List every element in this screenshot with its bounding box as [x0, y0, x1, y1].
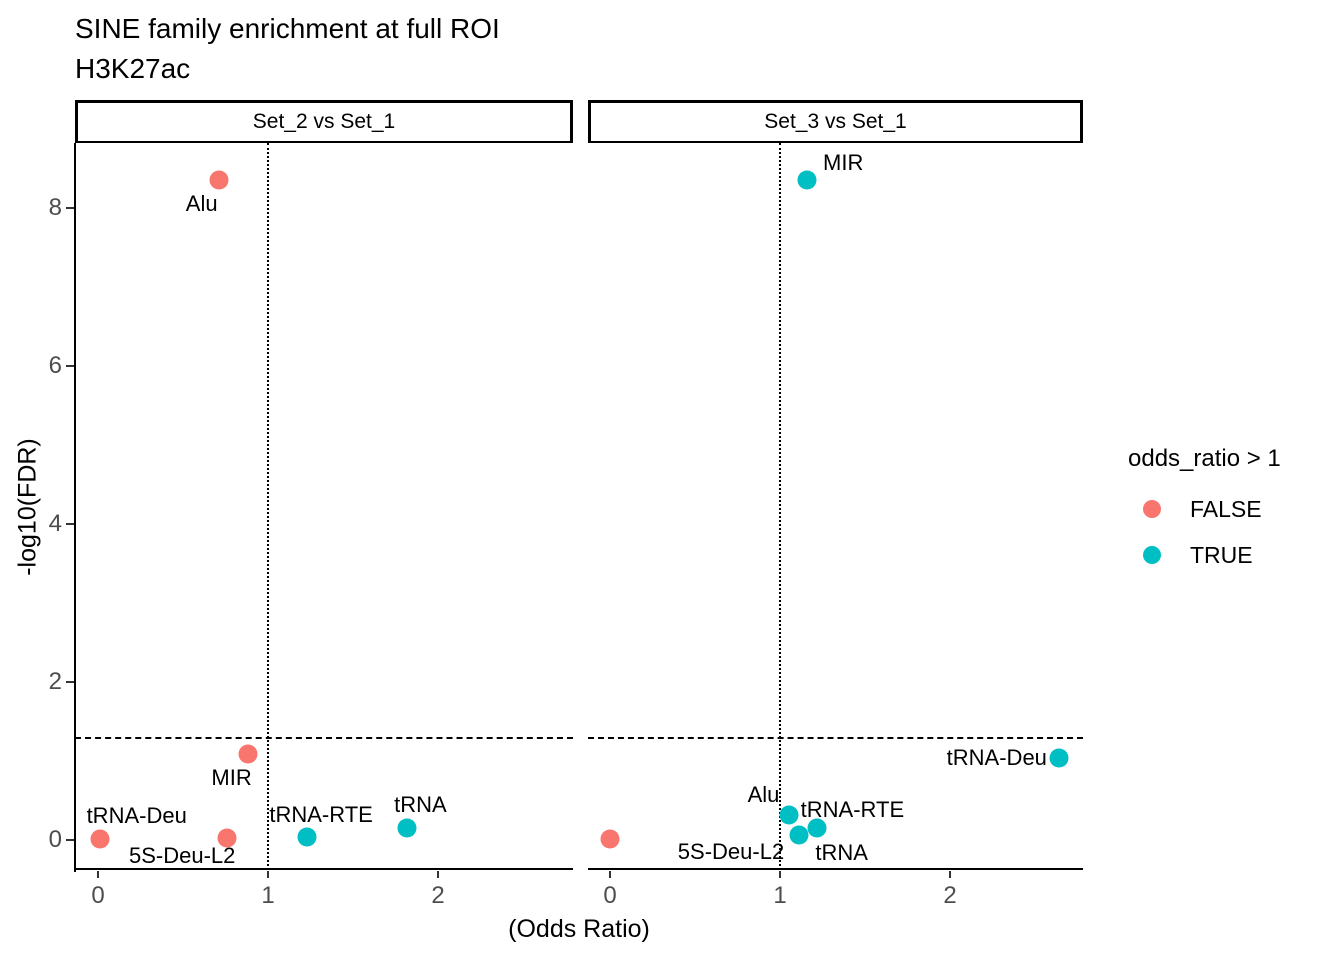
point-label: 5S-Deu-L2	[677, 839, 785, 865]
facet-strip-left-label: Set_2 vs Set_1	[252, 110, 396, 133]
point-label: tRNA	[815, 840, 868, 866]
data-point	[1049, 748, 1069, 768]
legend-label: FALSE	[1190, 495, 1262, 522]
x-tick	[267, 871, 269, 878]
data-point	[209, 170, 229, 190]
x-tick	[97, 871, 99, 878]
y-tick	[66, 839, 74, 841]
y-tick	[66, 365, 74, 367]
point-label: MIR	[823, 150, 864, 176]
facet-panel-right: MIR tRNA-Deu Alu tRNA-RTE tRNA 5S-Deu-L2	[588, 143, 1083, 870]
y-tick-label: 8	[48, 194, 62, 221]
chart-subtitle: H3K27ac	[75, 53, 191, 84]
data-point	[217, 828, 237, 848]
chart-title: SINE family enrichment at full ROI	[75, 13, 500, 44]
x-tick	[949, 871, 951, 878]
point-label: tRNA	[394, 792, 447, 818]
point-label: tRNA-Deu	[946, 744, 1047, 770]
data-point	[789, 825, 809, 845]
legend-label: TRUE	[1190, 541, 1253, 568]
facet-panel-left: Alu MIR tRNA-Deu 5S-Deu-L2 tRNA-RTE tRNA	[75, 143, 573, 870]
x-tick-label: 1	[773, 882, 787, 909]
point-label: MIR	[211, 764, 252, 790]
legend-swatch-true-icon	[1143, 546, 1161, 564]
x-axis-title: (Odds Ratio)	[508, 915, 650, 943]
point-label: Alu	[185, 191, 218, 217]
y-axis-line	[74, 143, 76, 872]
data-point	[238, 744, 258, 764]
y-tick-label: 0	[48, 826, 62, 853]
x-tick-label: 1	[261, 882, 275, 909]
x-axis-line-left	[75, 868, 573, 870]
x-tick	[779, 871, 781, 878]
data-point	[297, 827, 317, 847]
threshold-line-horizontal	[75, 737, 573, 740]
point-label: 5S-Deu-L2	[128, 842, 236, 868]
legend-item: TRUE	[1143, 541, 1253, 569]
y-tick-label: 4	[48, 510, 62, 537]
point-label: tRNA-RTE	[800, 797, 905, 823]
y-tick	[66, 523, 74, 525]
y-tick-label: 2	[48, 668, 62, 695]
y-axis-title: -log10(FDR)	[13, 438, 42, 576]
y-tick-label: 6	[48, 352, 62, 379]
facet-strip-right: Set_3 vs Set_1	[588, 100, 1083, 144]
data-point	[90, 829, 110, 849]
reference-line-vertical	[779, 143, 781, 870]
y-tick	[66, 207, 74, 209]
x-tick-label: 2	[431, 882, 445, 909]
data-point	[397, 818, 417, 838]
facet-strip-right-label: Set_3 vs Set_1	[764, 110, 907, 133]
data-point	[807, 818, 827, 838]
data-point	[779, 805, 798, 825]
facet-strip-left: Set_2 vs Set_1	[75, 100, 573, 144]
point-label: Alu	[747, 781, 780, 807]
x-axis-line-right	[588, 868, 1083, 870]
threshold-line-horizontal	[588, 737, 1083, 740]
x-tick-label: 0	[91, 882, 105, 909]
data-point	[600, 829, 620, 849]
x-tick	[437, 871, 439, 878]
legend-swatch-false-icon	[1143, 500, 1161, 518]
reference-line-vertical	[267, 143, 269, 870]
y-tick	[66, 681, 74, 683]
point-label: tRNA-RTE	[269, 801, 373, 827]
x-tick-label: 0	[603, 882, 617, 909]
x-tick	[609, 871, 611, 878]
legend-item: FALSE	[1143, 495, 1262, 523]
x-tick-label: 2	[943, 882, 957, 909]
legend-title: odds_ratio > 1	[1128, 445, 1281, 472]
data-point	[797, 170, 817, 190]
point-label: tRNA-Deu	[86, 803, 187, 829]
